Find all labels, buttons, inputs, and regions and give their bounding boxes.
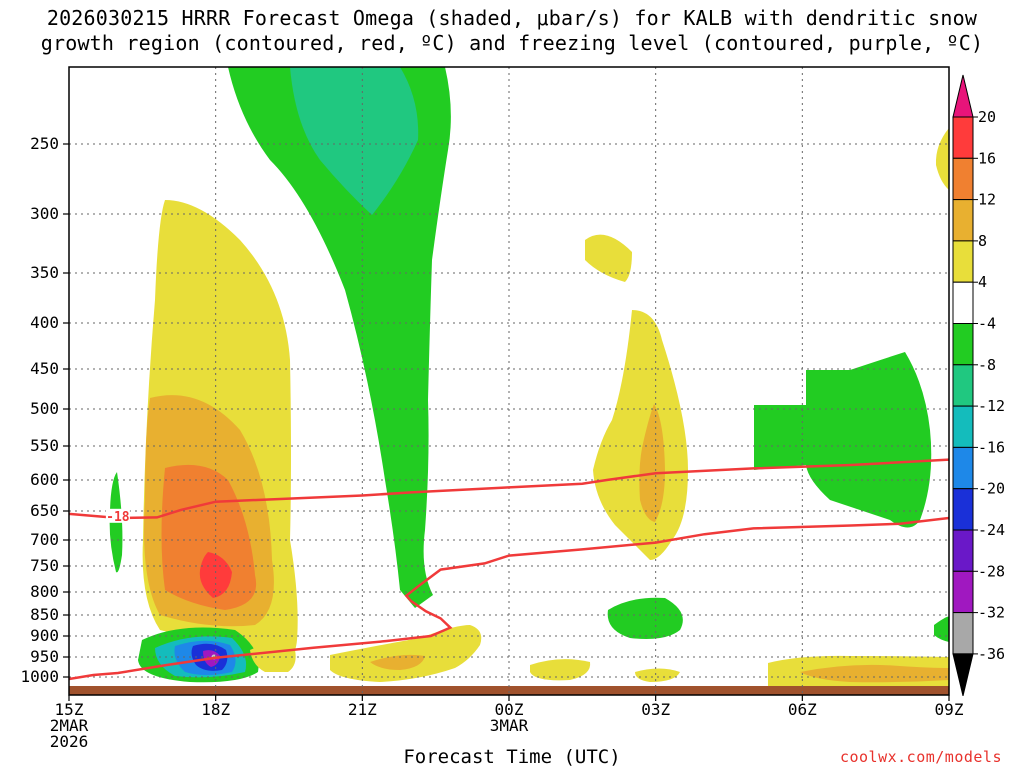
x-tick-label: 21Z: [348, 700, 377, 719]
y-tick-label: 450: [30, 359, 59, 378]
colorbar-label: -12: [978, 397, 1005, 415]
colorbar-label: -36: [978, 645, 1005, 663]
colorbar-label: -24: [978, 521, 1005, 539]
x-tick-label: 03Z: [641, 700, 670, 719]
colorbar-swatch: [952, 323, 974, 366]
grid: [69, 67, 949, 695]
contour-labels: -18: [105, 508, 130, 525]
y-tick-label: 250: [30, 134, 59, 153]
x-tick-label: 00Z: [495, 700, 524, 719]
y-tick-label: 600: [30, 470, 59, 489]
colorbar-over-arrow: [952, 74, 974, 118]
contour-label: -18: [106, 510, 130, 525]
y-axis: 250 300 350 400 450 500 550 600 650 700 750 800 850 9…: [20, 134, 69, 686]
colorbar: 20 16 12 8 4 -4 -8 -12 -16 -20 -24 -28 -32 -36: [952, 74, 1005, 697]
omega-yellow-low-3: [635, 668, 680, 682]
x-tick-label: 18Z: [201, 700, 230, 719]
colorbar-swatch: [952, 405, 974, 448]
omega-teal-core: [290, 67, 419, 215]
x-tick-label: 2MAR: [50, 716, 89, 735]
site-credit[interactable]: coolwx.com/models: [839, 748, 1002, 766]
colorbar-swatch: [952, 612, 974, 655]
y-tick-label: 900: [30, 626, 59, 645]
colorbar-swatch: [952, 529, 974, 572]
terrain-strip: [69, 686, 949, 695]
y-tick-label: 950: [30, 647, 59, 666]
y-tick-label: 650: [30, 501, 59, 520]
colorbar-swatch: [952, 364, 974, 407]
omega-yellow-upper: [585, 234, 632, 282]
y-tick-label: 800: [30, 582, 59, 601]
omega-gold-low-right: [800, 664, 949, 683]
y-tick-label: 700: [30, 530, 59, 549]
y-tick-label: 400: [30, 313, 59, 332]
omega-green-plume: [228, 67, 451, 608]
colorbar-label: -4: [978, 315, 996, 333]
omega-green-06z: [754, 352, 932, 528]
x-axis-label: Forecast Time (UTC): [403, 746, 621, 768]
contour-label-bg: [105, 508, 130, 523]
dgz-bottom-line: [69, 516, 949, 681]
y-tick-label: 500: [30, 399, 59, 418]
y-tick-label: 550: [30, 436, 59, 455]
chart-title: 2026030215 HRRR Forecast Omega (shaded, …: [0, 6, 1024, 56]
colorbar-swatch: [952, 488, 974, 531]
colorbar-label: 20: [978, 108, 996, 126]
colorbar-swatch: [952, 199, 974, 242]
colorbar-label: -20: [978, 480, 1005, 498]
colorbar-swatch: [952, 570, 974, 614]
y-tick-label: 350: [30, 263, 59, 282]
y-tick-label: 850: [30, 605, 59, 624]
omega-yellow-03z: [593, 310, 688, 560]
colorbar-label: 16: [978, 149, 996, 167]
omega-green-03z: [607, 597, 683, 639]
colorbar-swatch: [952, 116, 974, 159]
omega-gold-03z: [639, 404, 665, 522]
title-line-2: growth region (contoured, red, ºC) and f…: [40, 31, 984, 55]
omega-yellow-low-2: [530, 659, 591, 681]
omega-gold-low-1: [370, 654, 425, 670]
omega-red-core: [199, 552, 232, 598]
dgz-top-line: [69, 458, 949, 520]
x-tick-label: 09Z: [935, 700, 964, 719]
colorbar-label: 8: [978, 232, 987, 250]
colorbar-swatch: [952, 281, 974, 325]
plot-area: -18: [69, 67, 949, 695]
y-tick-label: 300: [30, 204, 59, 223]
colorbar-label: -16: [978, 438, 1005, 456]
colorbar-swatch: [952, 157, 974, 201]
omega-yellow-low-1: [330, 625, 482, 682]
colorbar-under-arrow: [952, 653, 974, 697]
x-tick-label: 3MAR: [490, 716, 529, 735]
x-tick-label: 15Z: [55, 700, 84, 719]
colorbar-label: 12: [978, 191, 996, 209]
colorbar-label: -32: [978, 604, 1005, 622]
x-tick-label: 06Z: [788, 700, 817, 719]
x-tick-label: 2026: [50, 732, 89, 751]
colorbar-label: 4: [978, 273, 987, 291]
colorbar-label: -28: [978, 562, 1005, 580]
y-tick-label: 1000: [20, 667, 59, 686]
y-tick-label: 750: [30, 556, 59, 575]
title-line-1: 2026030215 HRRR Forecast Omega (shaded, …: [46, 6, 978, 30]
colorbar-label: -8: [978, 356, 996, 374]
colorbar-swatch: [952, 240, 974, 283]
colorbar-swatch: [952, 446, 974, 490]
